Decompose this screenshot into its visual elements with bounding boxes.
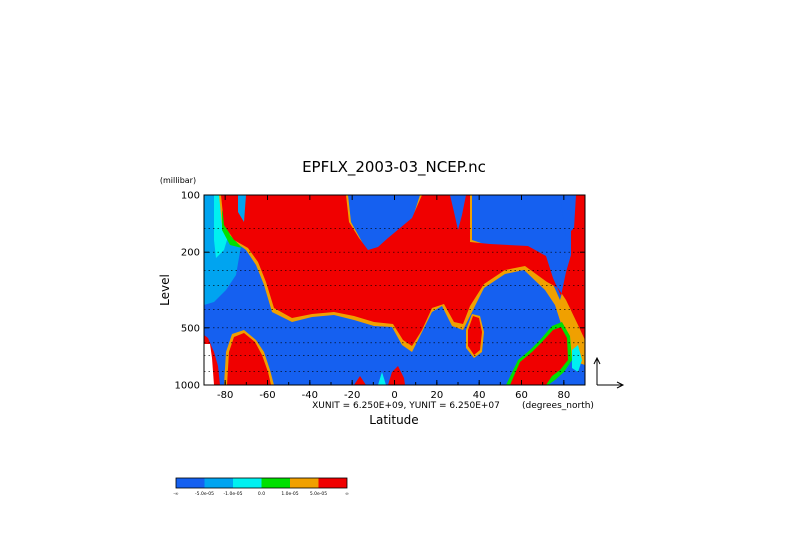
y-units: (millibar) [160,176,196,185]
colorbar: -∞ -5.0e-05 -1.0e-05 0.0 1.0e-05 5.0e-05 ∞ [173,477,349,497]
region-red-bottom-center-left [354,376,366,385]
x-tick-label: 20 [430,390,443,401]
x-tick-label: 40 [473,390,486,401]
colorbar-frame [175,477,348,489]
region-red-mid-right [468,316,482,355]
y-tick-label: 500 [181,323,200,334]
region-white-missing [204,344,214,385]
x-tick-label: 80 [557,390,570,401]
colorbar-label: -5.0e-05 [195,491,214,497]
x-axis-label: Latitude [369,413,418,427]
x-tick-label: 0 [391,390,397,401]
x-tick-label: -60 [259,390,275,401]
axis-ticks: -80 -60 -40 -20 0 20 40 60 80 100 200 500 1000 [175,191,585,401]
flux-field [204,195,585,385]
region-red-bottom-center [388,366,405,385]
colorbar-swatch [318,478,347,488]
x-tick-label: -40 [302,390,318,401]
colorbar-label: 1.0e-05 [281,491,298,497]
colorbar-label: -1.0e-05 [224,491,243,497]
main-band-green [222,210,242,248]
colorbar-swatch [261,478,290,488]
chart-title: EPFLX_2003-03_NCEP.nc [302,158,486,177]
region-red-lower-right [510,327,568,385]
reference-vector-icon [593,356,625,389]
y-tick-label: 1000 [175,381,200,392]
colorbar-label: 5.0e-05 [310,491,327,497]
x-tick-label: -20 [344,390,360,401]
colorbar-swatch [204,478,233,488]
x-tick-label: 60 [515,390,528,401]
vector-scale-note: XUNIT = 6.250E+09, YUNIT = 6.250E+07 [312,401,500,411]
region-cyan-lower-right [572,345,582,372]
region-blue-top-center [450,195,466,230]
colorbar-label: 0.0 [258,491,265,497]
colorbar-swatch [290,478,319,488]
colorbar-swatch [233,478,262,488]
colorbar-label: -∞ [173,492,179,497]
region-blue-upper-right [560,195,576,236]
y-tick-label: 200 [181,248,200,259]
y-axis-label: Level [158,274,172,306]
x-tick-label: -80 [217,390,233,401]
region-red-left-sliver [228,195,236,220]
y-tick-label: 100 [181,191,200,202]
x-units: (degrees_north) [522,401,594,411]
colorbar-label: ∞ [345,492,349,497]
colorbar-swatch [176,478,205,488]
region-cyan-bottom-center [378,372,386,385]
region-red-lower-left [227,333,271,385]
grid [204,228,585,372]
region-light-blue-upper-left-inner [238,195,246,222]
